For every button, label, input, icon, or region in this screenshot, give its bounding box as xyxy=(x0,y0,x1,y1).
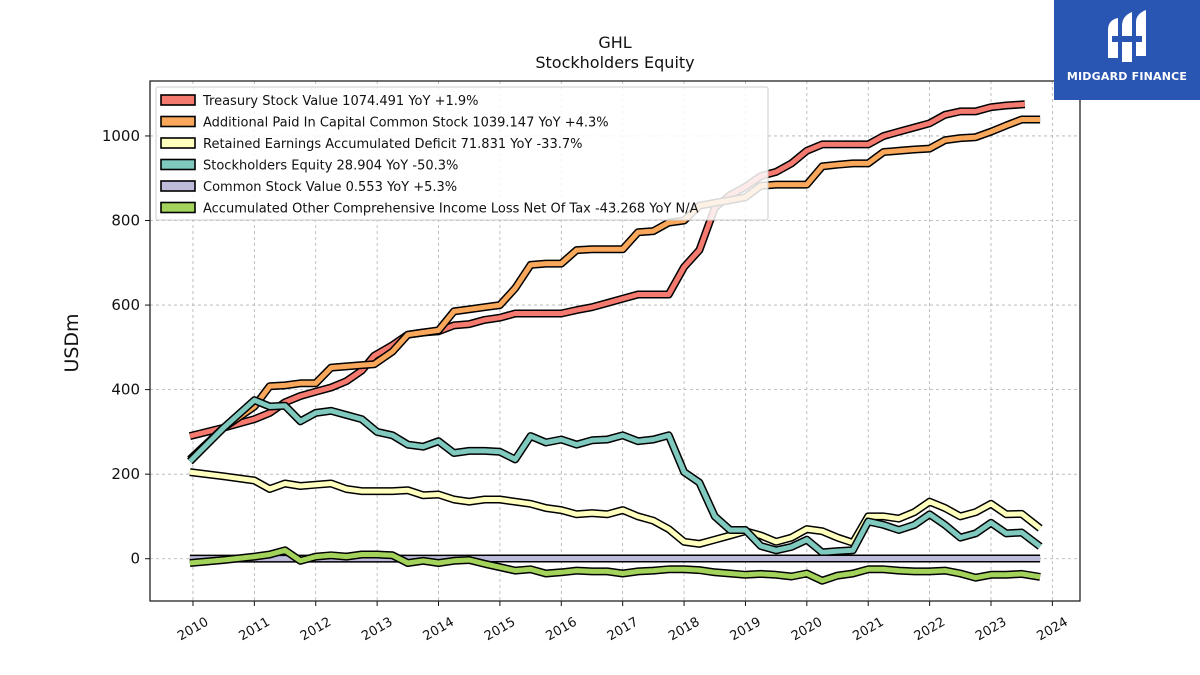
legend-item: Additional Paid In Capital Common Stock … xyxy=(160,115,609,131)
brand-logo: MIDGARD FINANCE xyxy=(1054,0,1200,100)
series-outline xyxy=(187,396,1043,557)
legend-label: Stockholders Equity 28.904 YoY -50.3% xyxy=(203,159,458,174)
series-stroke xyxy=(189,469,1042,547)
x-tick-label: 2022 xyxy=(912,615,948,645)
series-line xyxy=(187,396,1043,557)
x-tick-label: 2015 xyxy=(482,615,518,645)
legend-swatch xyxy=(160,201,196,214)
legend: Treasury Stock Value 1074.491 YoY +1.9% A… xyxy=(155,86,769,221)
legend-label: Additional Paid In Capital Common Stock … xyxy=(203,116,609,131)
series-stroke xyxy=(188,117,1041,462)
series-stroke xyxy=(189,101,1025,439)
legend-item: Common Stock Value 0.553 YoY +5.3% xyxy=(160,180,457,195)
legend-item: Treasury Stock Value 1074.491 YoY +1.9% xyxy=(160,94,479,109)
y-tick-label: 1000 xyxy=(102,127,140,145)
legend-label: Retained Earnings Accumulated Deficit 71… xyxy=(203,137,582,152)
series-line xyxy=(189,468,1043,548)
brand-name: MIDGARD FINANCE xyxy=(1066,70,1188,83)
chart-subtitle: Stockholders Equity xyxy=(535,53,694,72)
plot-frame xyxy=(149,80,1081,602)
chart-title: GHL xyxy=(598,33,631,52)
y-tick-label: 200 xyxy=(111,465,140,483)
x-tick-label: 2013 xyxy=(359,615,395,645)
x-tick-label: 2020 xyxy=(789,615,825,645)
x-tick-label: 2010 xyxy=(175,615,211,645)
series-lines xyxy=(187,100,1043,585)
y-tick-label: 800 xyxy=(111,212,140,230)
x-tick-label: 2014 xyxy=(421,615,457,645)
legend-label: Common Stock Value 0.553 YoY +5.3% xyxy=(203,180,457,195)
legend-item: Stockholders Equity 28.904 YoY -50.3% xyxy=(160,158,458,174)
y-tick-label: 0 xyxy=(130,550,140,568)
series-line xyxy=(189,546,1041,585)
x-tick-label: 2021 xyxy=(850,615,886,645)
legend-swatch xyxy=(160,115,196,128)
legend-item: Accumulated Other Comprehensive Income L… xyxy=(160,201,699,217)
legend-box xyxy=(155,86,769,221)
x-tick-label: 2023 xyxy=(973,615,1009,645)
series-line xyxy=(188,100,1026,440)
series-stroke xyxy=(189,547,1041,584)
x-tick-label: 2011 xyxy=(237,615,273,645)
series-stroke xyxy=(188,397,1042,555)
x-tick-label: 2012 xyxy=(298,615,334,645)
legend-label: Treasury Stock Value 1074.491 YoY +1.9% xyxy=(202,94,479,109)
x-tick-label: 2024 xyxy=(1035,615,1071,645)
legend-swatch xyxy=(160,158,196,171)
x-tick-label: 2018 xyxy=(666,615,702,645)
x-tick-label: 2019 xyxy=(728,615,764,645)
y-tick-label: 400 xyxy=(111,381,140,399)
legend-item: Retained Earnings Accumulated Deficit 71… xyxy=(160,137,582,152)
x-tick-label: 2017 xyxy=(605,615,641,645)
series-line xyxy=(187,115,1041,463)
y-axis-label: USDm xyxy=(61,313,83,372)
legend-swatch xyxy=(160,137,196,149)
legend-swatch xyxy=(160,180,196,192)
legend-swatch xyxy=(160,94,196,106)
x-tick-label: 2016 xyxy=(543,615,579,645)
y-tick-label: 600 xyxy=(111,296,140,314)
legend-label: Accumulated Other Comprehensive Income L… xyxy=(203,202,699,217)
midgard-logo-icon xyxy=(1108,10,1146,62)
